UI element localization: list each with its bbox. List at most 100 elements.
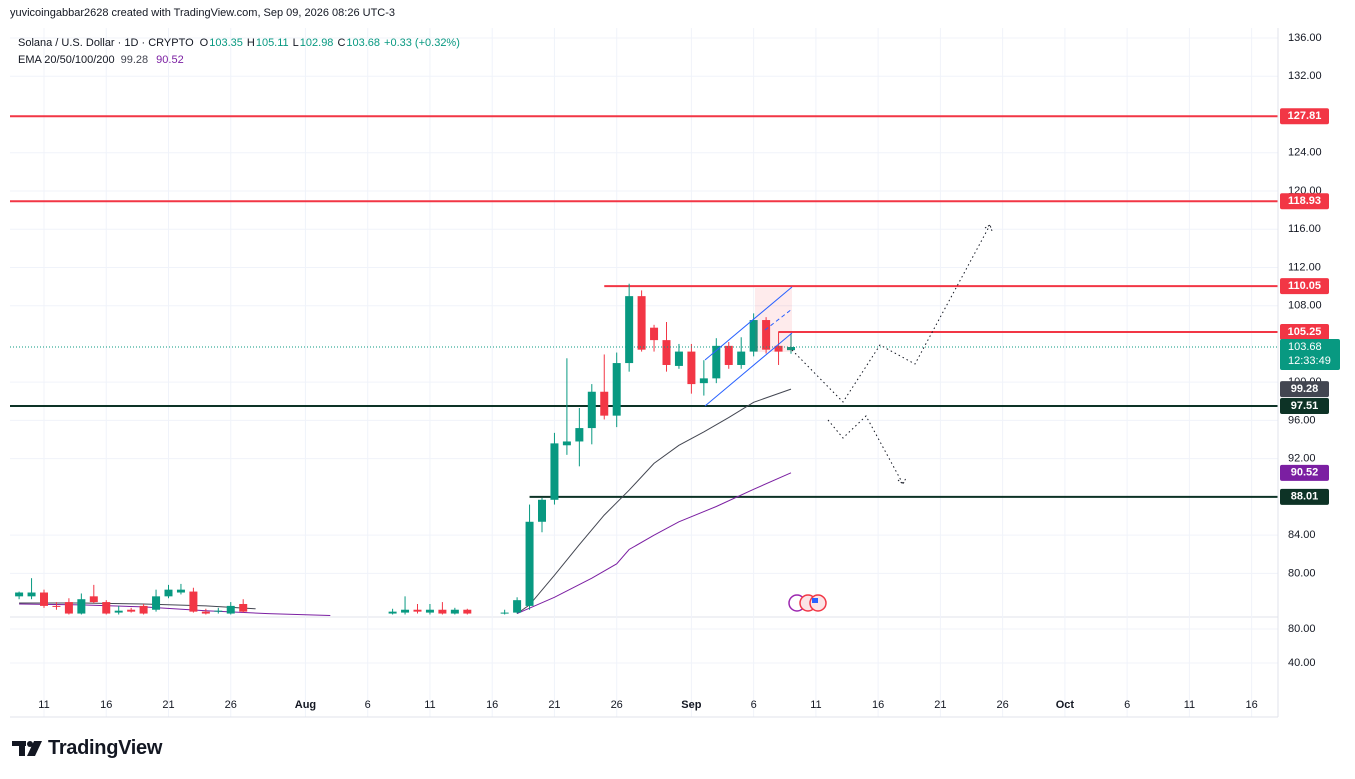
candle-body [525,521,534,606]
plot [10,115,1278,616]
candle-body [127,609,136,612]
candle-body [164,589,173,597]
candle-body [575,428,584,442]
x-tick-label: 21 [548,699,560,711]
x-tick-label: 21 [934,699,946,711]
candle-body [724,345,733,365]
projection-up [791,224,991,403]
price-tag [1280,323,1329,340]
candle-body [201,611,210,614]
candle-body [239,603,248,612]
candle-body [774,345,783,352]
channel-fill [755,288,792,352]
y-tick-label: 136.00 [1288,32,1322,44]
candle-body [139,605,148,614]
legend-text: 103.68 [346,37,381,49]
candle-body [189,591,198,612]
price-tag [1280,488,1329,505]
price-tag-label: 97.51 [1291,400,1319,412]
candle-body [64,602,73,614]
legend-text: Solana / U.S. Dollar · 1D · CRYPTO [18,37,194,49]
flag-canton [812,598,818,603]
y-tick-label: 132.00 [1288,70,1322,82]
candle-body [52,605,61,607]
legend-text: EMA 20/50/100/200 [18,54,115,66]
logo [12,741,42,756]
candle-body [226,605,235,614]
x-tick-label: 16 [100,699,112,711]
arrow-head [897,477,907,485]
x-tick-label: Aug [295,699,316,711]
candle-body [587,391,596,429]
candle-body [463,609,472,614]
legend-text: 105.11 [255,37,289,49]
price-tag [1280,381,1329,398]
x-tick-label: Sep [681,699,701,711]
x-tick-label: 26 [225,699,237,711]
candle-body [637,296,646,350]
price-tag-label: 105.25 [1288,326,1322,338]
candle-body [538,499,546,522]
x-tick-label: 6 [1124,699,1130,711]
candle-body [176,589,185,593]
candle-body [413,609,422,612]
price-tag [1280,278,1329,295]
candle-body [27,592,36,597]
legend-text: +0.33 (+0.32%) [384,37,460,49]
y-tick-label: 124.00 [1288,147,1322,159]
candle-body [650,327,659,341]
candle-body [89,596,98,603]
price-tag-label: 88.01 [1291,491,1319,503]
logo-part [27,741,33,747]
legend-text: C [337,37,346,49]
credit: yuvicoingabbar2628 created with TradingV… [10,7,396,19]
price-tag [1280,193,1329,210]
price-tag-label: 103.68 [1288,341,1322,353]
drawings [704,224,993,612]
y-tick-label: 92.00 [1288,453,1316,465]
candle-body [612,363,621,416]
y-tick-label: 116.00 [1288,223,1321,235]
legend-text: O [199,37,209,49]
brand: TradingView [48,737,163,759]
candle-body [749,320,758,352]
candle-body [600,391,609,416]
arrow-head [984,224,993,232]
ema-line [19,472,792,616]
candle-body [388,611,397,614]
candle-body [500,612,509,614]
grid [10,28,1278,717]
y-tick-label: 40.00 [1288,657,1316,669]
logo-part [27,741,42,756]
y-tick-label: 112.00 [1288,261,1321,273]
candle-body [513,600,522,613]
y-tick-label: 96.00 [1288,414,1316,426]
x-tick-label: Oct [1056,699,1075,711]
candle-body [550,443,559,500]
candle-body [77,599,86,614]
candle-body [662,340,671,365]
candle-body [15,592,24,597]
x-tick-label: 11 [38,699,49,711]
legend-row: Solana / U.S. Dollar · 1D · CRYPTO O103.3… [18,35,461,52]
candle-body [102,602,111,614]
candle-body [687,351,696,385]
countdown: 12:33:49 [1288,355,1331,367]
x-tick-label: 16 [486,699,498,711]
legend: Solana / U.S. Dollar · 1D · CRYPTO O103.3… [18,35,461,69]
price-tag-label: 90.52 [1291,467,1319,479]
x-tick-label: 11 [1184,699,1195,711]
legend-text: 102.98 [299,37,334,49]
y-tick-label: 84.00 [1288,529,1316,541]
candle-body [401,609,410,613]
candle-body [737,351,746,365]
y-tick-label: 108.00 [1288,300,1322,312]
x-tick-label: 16 [872,699,884,711]
channel-lower [704,332,793,407]
price-tag-label: 99.28 [1291,383,1319,395]
price-tag [1280,108,1329,125]
x-tick-label: 11 [424,699,435,711]
price-tag-label: 110.05 [1288,280,1321,292]
candle-body [674,351,683,366]
